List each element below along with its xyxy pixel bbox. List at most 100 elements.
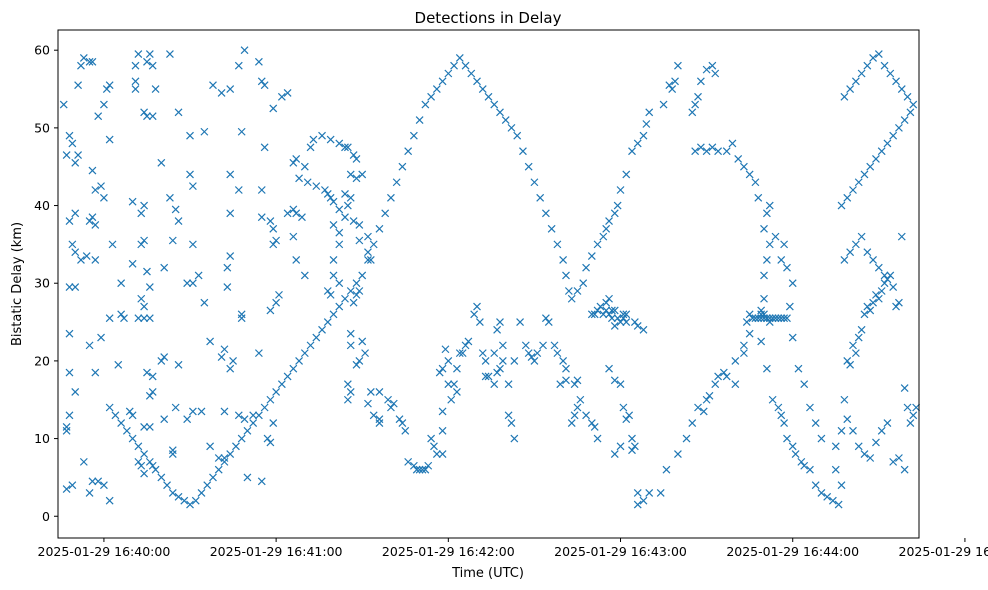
data-point-marker <box>88 477 97 486</box>
data-point-marker <box>145 457 154 466</box>
data-point-marker <box>352 155 361 163</box>
data-point-marker <box>897 85 906 93</box>
data-point-marker <box>573 403 582 412</box>
data-point-marker <box>694 403 702 412</box>
data-point-marker <box>200 127 209 136</box>
data-point-marker <box>453 388 461 396</box>
data-point-marker <box>745 329 754 338</box>
data-point-marker <box>762 255 771 264</box>
data-point-marker <box>266 306 275 315</box>
data-point-marker <box>874 50 883 59</box>
data-point-marker <box>145 314 154 323</box>
data-point-marker <box>504 380 513 389</box>
data-point-marker <box>346 388 355 396</box>
data-point-marker <box>866 306 875 315</box>
data-point-marker <box>771 314 780 323</box>
data-point-marker <box>312 333 321 342</box>
data-point-marker <box>533 349 542 358</box>
data-point-marker <box>728 139 737 148</box>
data-point-marker <box>513 131 522 140</box>
data-point-marker <box>71 283 80 292</box>
data-point-marker <box>854 442 863 451</box>
data-point-marker <box>593 434 602 443</box>
data-point-marker <box>226 252 235 260</box>
data-point-marker <box>352 290 361 299</box>
data-point-marker <box>762 364 771 373</box>
data-point-marker <box>355 221 364 229</box>
data-point-marker <box>587 310 596 319</box>
data-point-marker <box>424 461 433 470</box>
data-point-marker <box>243 473 252 482</box>
data-point-marker <box>510 434 519 443</box>
data-point-marker <box>788 442 797 451</box>
data-point-marker <box>272 236 281 245</box>
data-point-marker <box>289 364 298 373</box>
data-point-marker <box>160 415 169 424</box>
data-point-marker <box>906 419 915 427</box>
data-point-marker <box>633 139 642 148</box>
data-point-marker <box>774 403 783 412</box>
data-point-marker <box>659 100 668 109</box>
data-point-marker <box>105 135 114 144</box>
data-point-marker <box>453 364 461 373</box>
data-point-marker <box>539 341 547 350</box>
data-point-marker <box>105 81 114 90</box>
data-point-marker <box>524 162 533 171</box>
x-tick-label: 2025-01-29 16:41:00 <box>210 544 343 559</box>
data-point-marker <box>329 255 338 264</box>
data-point-marker <box>639 325 648 334</box>
data-point-marker <box>131 85 140 93</box>
data-point-marker <box>691 100 700 109</box>
data-point-marker <box>88 213 97 222</box>
data-point-marker <box>143 267 151 276</box>
data-point-marker <box>745 170 754 179</box>
data-point-marker <box>243 426 252 435</box>
data-point-marker <box>197 489 206 497</box>
data-point-marker <box>797 457 806 466</box>
data-point-marker <box>352 174 361 183</box>
data-point-marker <box>62 485 71 493</box>
data-point-marker <box>329 310 338 319</box>
data-point-marker <box>303 178 312 187</box>
data-point-marker <box>168 450 177 459</box>
data-point-marker <box>65 217 74 226</box>
data-point-marker <box>358 271 367 280</box>
data-point-marker <box>85 489 94 497</box>
x-tick-label: 2025-01-29 16:45:00 <box>899 544 988 559</box>
data-point-marker <box>186 500 194 509</box>
data-point-marker <box>137 240 146 249</box>
data-point-marker <box>783 263 791 272</box>
data-point-marker <box>427 92 436 101</box>
data-point-marker <box>745 310 754 319</box>
data-point-marker <box>507 419 516 427</box>
data-point-marker <box>645 489 654 497</box>
x-tick-label: 2025-01-29 16:43:00 <box>554 544 687 559</box>
x-axis-ticks: 2025-01-29 16:40:00 2025-01-29 16:41:00 20… <box>38 538 988 559</box>
data-point-marker <box>418 465 427 474</box>
data-point-marker <box>843 356 852 365</box>
data-point-marker <box>166 50 174 59</box>
data-point-marker <box>140 108 149 117</box>
data-point-marker <box>616 442 625 451</box>
data-point-marker <box>85 217 94 226</box>
data-point-marker <box>458 349 467 358</box>
data-point-marker <box>593 306 602 315</box>
data-point-marker <box>220 457 229 466</box>
data-point-marker <box>688 108 697 117</box>
data-point-marker <box>794 364 803 373</box>
data-point-marker <box>277 92 286 101</box>
data-point-marker <box>702 147 711 156</box>
data-point-marker <box>68 139 77 148</box>
data-point-marker <box>501 116 510 125</box>
data-point-marker <box>846 85 855 93</box>
data-point-marker <box>903 403 912 412</box>
data-point-marker <box>168 236 177 245</box>
data-point-marker <box>622 415 631 424</box>
data-point-marker <box>151 85 160 93</box>
data-point-marker <box>226 85 235 93</box>
data-point-marker <box>341 143 349 152</box>
data-point-marker <box>88 166 97 175</box>
data-point-marker <box>128 434 137 443</box>
data-point-marker <box>341 189 349 198</box>
data-point-marker <box>71 388 80 396</box>
